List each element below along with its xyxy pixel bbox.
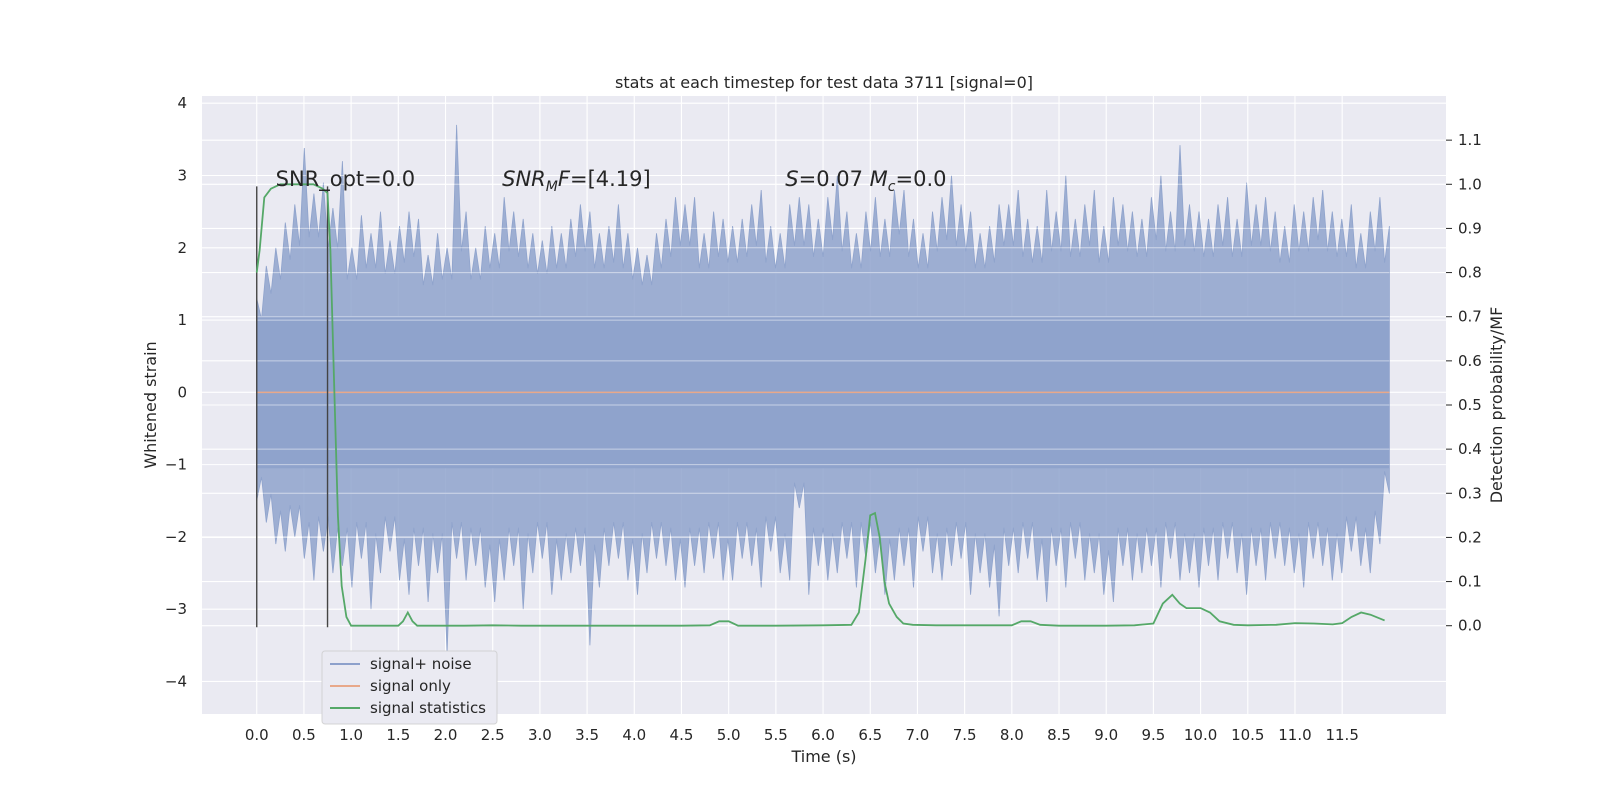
annotation-snr-mf-sub: M [546, 179, 558, 195]
legend-label-signal-only: signal only [370, 677, 451, 695]
x-tick-label: 8.0 [1000, 726, 1024, 744]
x-tick-label: 11.0 [1278, 726, 1311, 744]
y-right-tick-label: 0.3 [1458, 484, 1482, 502]
y-right-tick-labels: 1.1 1.0 0.9 0.8 0.7 0.6 0.5 0.4 0.3 0.2 0.1 0.0 [1446, 131, 1482, 635]
annotation-s: S [785, 167, 798, 191]
legend-box [321, 650, 498, 725]
y-left-tick-labels: 4 3 2 1 0 −1 −2 −3 −4 [165, 94, 187, 690]
x-tick-label: 9.5 [1141, 726, 1165, 744]
y-left-tick-label: −4 [165, 672, 187, 690]
legend-label-statistics: signal statistics [370, 699, 486, 717]
x-tick-label: 9.0 [1094, 726, 1118, 744]
y-left-tick-label: 2 [177, 239, 187, 257]
x-tick-label: 11.5 [1325, 726, 1358, 744]
x-tick-label: 7.0 [906, 726, 930, 744]
x-tick-label: 2.5 [481, 726, 505, 744]
y-left-tick-label: 3 [177, 167, 187, 185]
series-signal-statistics [255, 183, 1385, 627]
x-tick-label: 3.0 [528, 726, 552, 744]
x-tick-label: 5.5 [764, 726, 788, 744]
y-left-tick-label: 1 [177, 311, 187, 329]
y-left-tick-label: −1 [165, 456, 187, 474]
chart-title: stats at each timestep for test data 371… [615, 73, 1033, 92]
y-right-tick-label: 0.0 [1458, 617, 1482, 635]
annotation-snr-mf-f: F [558, 167, 571, 191]
y-right-tick-label: 0.1 [1458, 573, 1482, 591]
y-right-tick-label: 0.6 [1458, 352, 1482, 370]
y-right-tick-label: 0.9 [1458, 219, 1482, 237]
x-tick-label: 4.5 [670, 726, 694, 744]
x-tick-label: 10.0 [1184, 726, 1217, 744]
annotation-snr-mf-base: SNR [502, 167, 546, 191]
y-right-tick-label: 0.2 [1458, 528, 1482, 546]
y-right-tick-label: 0.4 [1458, 440, 1482, 458]
x-axis-label: Time (s) [790, 747, 856, 766]
legend: signal+ noise signal only signal statist… [321, 650, 498, 725]
y-axis-label-left: Whitened strain [141, 341, 160, 468]
y-right-tick-label: 0.7 [1458, 308, 1482, 326]
x-tick-label: 1.5 [386, 726, 410, 744]
y-left-tick-label: 4 [177, 94, 187, 112]
y-right-tick-label: 0.5 [1458, 396, 1482, 414]
x-tick-label: 1.0 [339, 726, 363, 744]
annotations: SNR_opt=0.0 SNRMF=[4.19] S=0.07 Mc=0.0 [276, 167, 947, 195]
annotation-mc-sub: c [888, 179, 896, 195]
x-tick-label: 5.0 [717, 726, 741, 744]
annotation-mc-value: =0.0 [896, 167, 947, 191]
annotation-snr-mf: SNRMF=[4.19] [502, 167, 651, 195]
y-right-tick-label: 0.8 [1458, 264, 1482, 282]
y-left-tick-label: −2 [165, 528, 187, 546]
y-right-tick-label: 1.0 [1458, 175, 1482, 193]
x-tick-label: 6.0 [811, 726, 835, 744]
y-axis-label-right: Detection probability/MF [1487, 307, 1506, 504]
x-tick-label: 2.0 [434, 726, 458, 744]
y-left-tick-label: 0 [177, 383, 187, 401]
series-lines [255, 183, 1390, 628]
y-left-tick-label: −3 [165, 600, 187, 618]
annotation-mc: M [870, 167, 888, 191]
x-tick-label: 0.5 [292, 726, 316, 744]
y-right-tick-label: 1.1 [1458, 131, 1482, 149]
annotation-snr-mf-value: =[4.19] [570, 167, 651, 191]
annotation-s-mc: S=0.07 Mc=0.0 [785, 167, 946, 195]
x-tick-labels: 0.0 0.5 1.0 1.5 2.0 2.5 3.0 3.5 4.0 4.5 5.0 5.5 6.0 6… [245, 726, 1359, 744]
annotation-snr-opt: SNR_opt=0.0 [276, 167, 416, 192]
annotation-s-value: =0.07 [799, 167, 870, 191]
x-tick-label: 8.5 [1047, 726, 1071, 744]
x-tick-label: 0.0 [245, 726, 269, 744]
x-tick-label: 7.5 [953, 726, 977, 744]
x-tick-label: 3.5 [575, 726, 599, 744]
legend-label-noise: signal+ noise [370, 655, 472, 673]
x-tick-label: 6.5 [858, 726, 882, 744]
x-tick-label: 10.5 [1231, 726, 1264, 744]
x-tick-label: 4.0 [622, 726, 646, 744]
